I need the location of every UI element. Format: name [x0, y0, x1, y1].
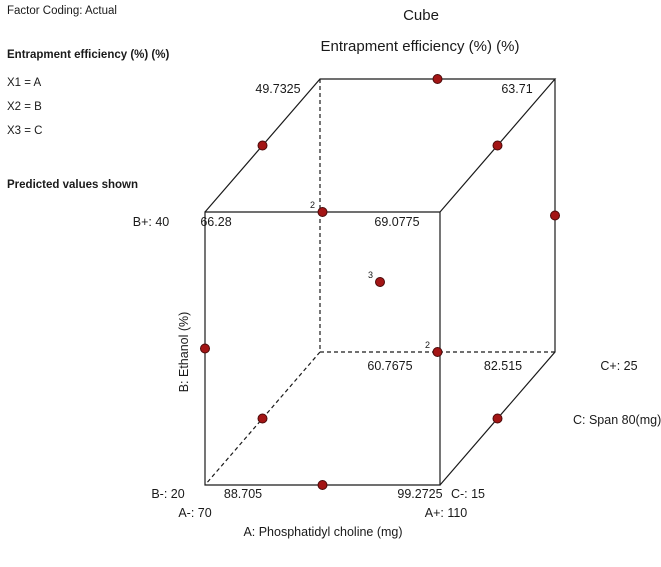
multiplicity-label: 2: [425, 340, 430, 350]
x2-assignment-label: X2 = B: [7, 101, 42, 113]
corner-value-front-top-right: 69.0775: [374, 215, 419, 229]
design-point: [257, 413, 268, 424]
design-point: [492, 413, 503, 424]
corner-value-back-top-right: 63.71: [501, 82, 532, 96]
b-axis-title: B: Ethanol (%): [177, 312, 191, 393]
a-axis-high-tick: A+: 110: [425, 506, 468, 520]
predicted-values-note: Predicted values shown: [7, 179, 139, 191]
corner-value-front-top-left: 66.28: [200, 215, 231, 229]
design-point: [257, 140, 268, 151]
a-axis-low-tick: A-: 70: [178, 506, 211, 520]
design-point: [432, 74, 443, 84]
design-point: [492, 140, 503, 151]
response-name-label: Entrapment efficiency (%) (%): [7, 49, 170, 61]
multiplicity-label: 2: [310, 200, 315, 210]
design-point: [317, 480, 328, 490]
c-axis-high-tick: C+: 25: [600, 359, 637, 373]
design-points: [200, 74, 560, 490]
corner-value-back-top-left: 49.7325: [255, 82, 300, 96]
x1-assignment-label: X1 = A: [7, 77, 42, 89]
design-point: [317, 207, 328, 217]
multiplicity-label: 3: [368, 270, 373, 280]
design-point: [200, 343, 210, 354]
a-axis-title: A: Phosphatidyl choline (mg): [243, 525, 402, 539]
corner-value-front-bottom-right: 99.2725: [397, 487, 442, 501]
design-point: [550, 210, 560, 221]
corner-value-back-bottom-right: 82.515: [484, 359, 522, 373]
x3-assignment-label: X3 = C: [7, 125, 43, 137]
b-axis-high-tick: B+: 40: [133, 215, 170, 229]
c-axis-title: C: Span 80(mg): [573, 413, 661, 427]
plot-subtitle: Entrapment efficiency (%) (%): [321, 38, 520, 55]
design-point-center: [375, 277, 385, 287]
plot-title: Cube: [403, 7, 439, 24]
factor-coding-label: Factor Coding: Actual: [7, 5, 117, 17]
c-axis-low-tick: C-: 15: [451, 487, 485, 501]
b-axis-low-tick: B-: 20: [151, 487, 184, 501]
corner-value-back-bottom-left: 60.7675: [367, 359, 412, 373]
design-point: [432, 347, 443, 357]
corner-value-front-bottom-left: 88.705: [224, 487, 262, 501]
